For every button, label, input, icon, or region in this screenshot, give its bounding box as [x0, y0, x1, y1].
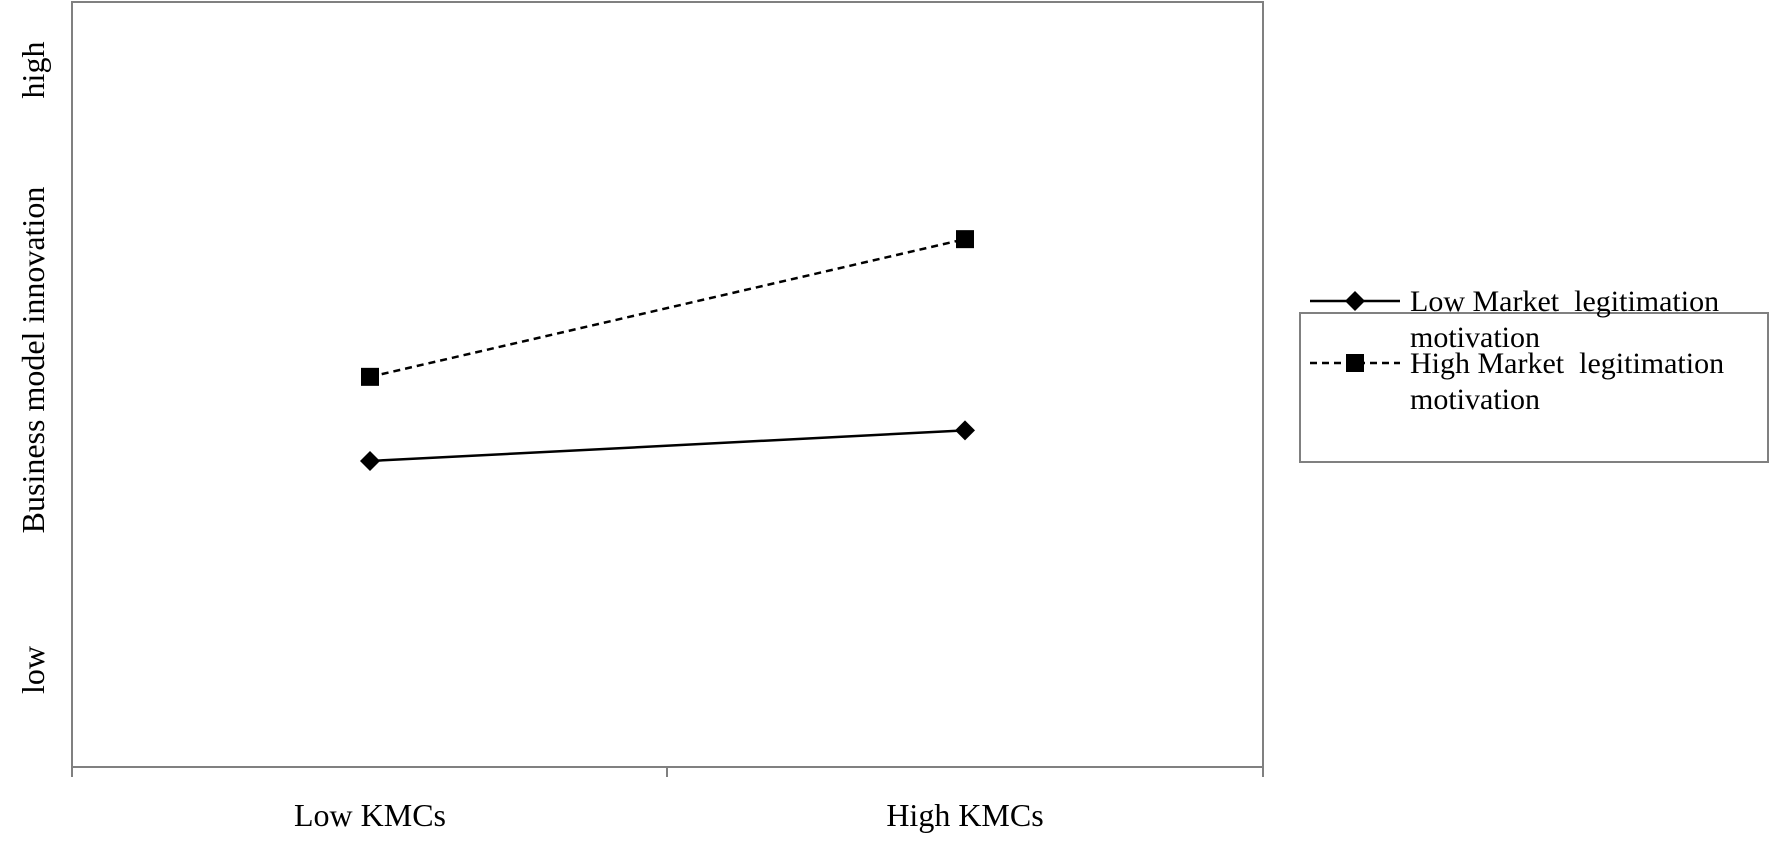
x-tick-label: High KMCs — [886, 797, 1043, 833]
plot-area-frame — [71, 1, 1264, 768]
legend-marker-2 — [1346, 354, 1364, 372]
series-2-point — [956, 230, 974, 249]
legend-box — [1299, 312, 1769, 463]
legend-label-1: Low Market legitimation motivation — [1410, 285, 1719, 354]
legend-label-2: High Market legitimation motivation — [1410, 347, 1724, 416]
series-1-point — [955, 420, 975, 441]
y-tick-label-high: high — [15, 42, 51, 99]
series-line-2 — [369, 237, 966, 379]
y-tick-label-low: low — [15, 646, 51, 694]
series-line-1 — [369, 429, 966, 463]
legend-marker-1 — [1345, 291, 1365, 311]
series-group — [360, 230, 975, 471]
series-1-point — [360, 451, 380, 471]
series-2-point — [361, 367, 379, 386]
y-axis-title: Business model innovation — [15, 187, 51, 534]
x-tick-label: Low KMCs — [294, 797, 446, 833]
